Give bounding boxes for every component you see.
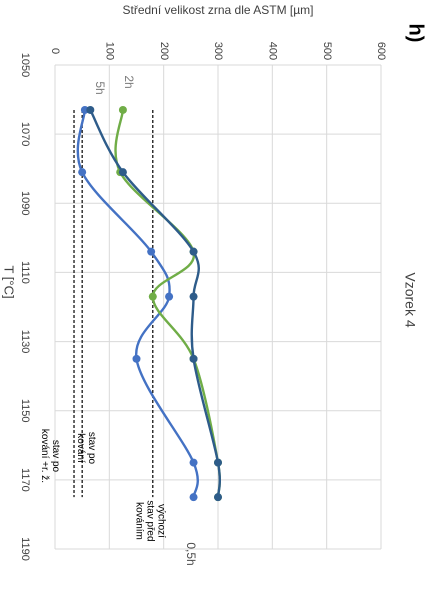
reference-label-line: výchozí [155,504,166,538]
value-tick-label: 300 [212,42,224,60]
reference-label-line: kování +r. ž. [39,429,50,483]
data-point [214,458,222,467]
value-tick-label: 100 [103,42,115,60]
data-point [78,168,87,177]
data-point [86,105,95,114]
temperature-axis-title: T [°C] [2,265,17,298]
data-point [189,493,198,502]
panel-letter: h) [405,24,427,43]
temperature-tick-label: 1170 [19,468,31,492]
data-point [118,105,127,114]
reference-lines [73,109,154,498]
data-point [189,292,198,301]
temperature-tick-label: 1050 [19,53,31,77]
value-tick-label: 0 [49,48,61,54]
reference-label-line: stav po [86,432,97,465]
series-label: 2h [122,75,136,88]
value-tick-label: 500 [321,42,333,60]
series-group [76,105,222,502]
reference-label-line: kováním [133,502,144,540]
reference-label-line: stav před [144,500,155,541]
data-point [165,292,174,301]
series-label: 5h [93,81,107,94]
data-point [132,354,141,363]
temperature-tick-label: 1070 [19,122,31,146]
temperature-tick-label: 1130 [19,330,31,354]
data-point [118,168,127,177]
axes: 0 100 200 300 400 500 600 1050 1070 1090 1110 1130 1… [2,3,427,561]
grid [54,64,382,550]
series-label: 0,5h [184,542,198,565]
temperature-tick-label: 1110 [19,261,31,284]
value-tick-label: 400 [266,42,278,60]
data-point [214,493,222,502]
value-tick-label: 200 [158,42,170,60]
value-tick-label: 600 [375,42,387,60]
temperature-tick-label: 1090 [19,191,31,215]
chart-title: Vzorek 4 [402,272,418,327]
temperature-tick-label: 1150 [19,399,31,423]
data-point [147,247,156,256]
data-point [189,354,198,363]
reference-label-line: stav po [50,440,61,473]
data-point [148,292,157,301]
reference-label-line: kování [75,433,86,463]
data-point [189,458,198,467]
data-point [189,247,198,256]
temperature-tick-label: 1190 [19,537,31,561]
value-axis-title: Střední velikost zrna dle ASTM [µm] [123,3,314,17]
